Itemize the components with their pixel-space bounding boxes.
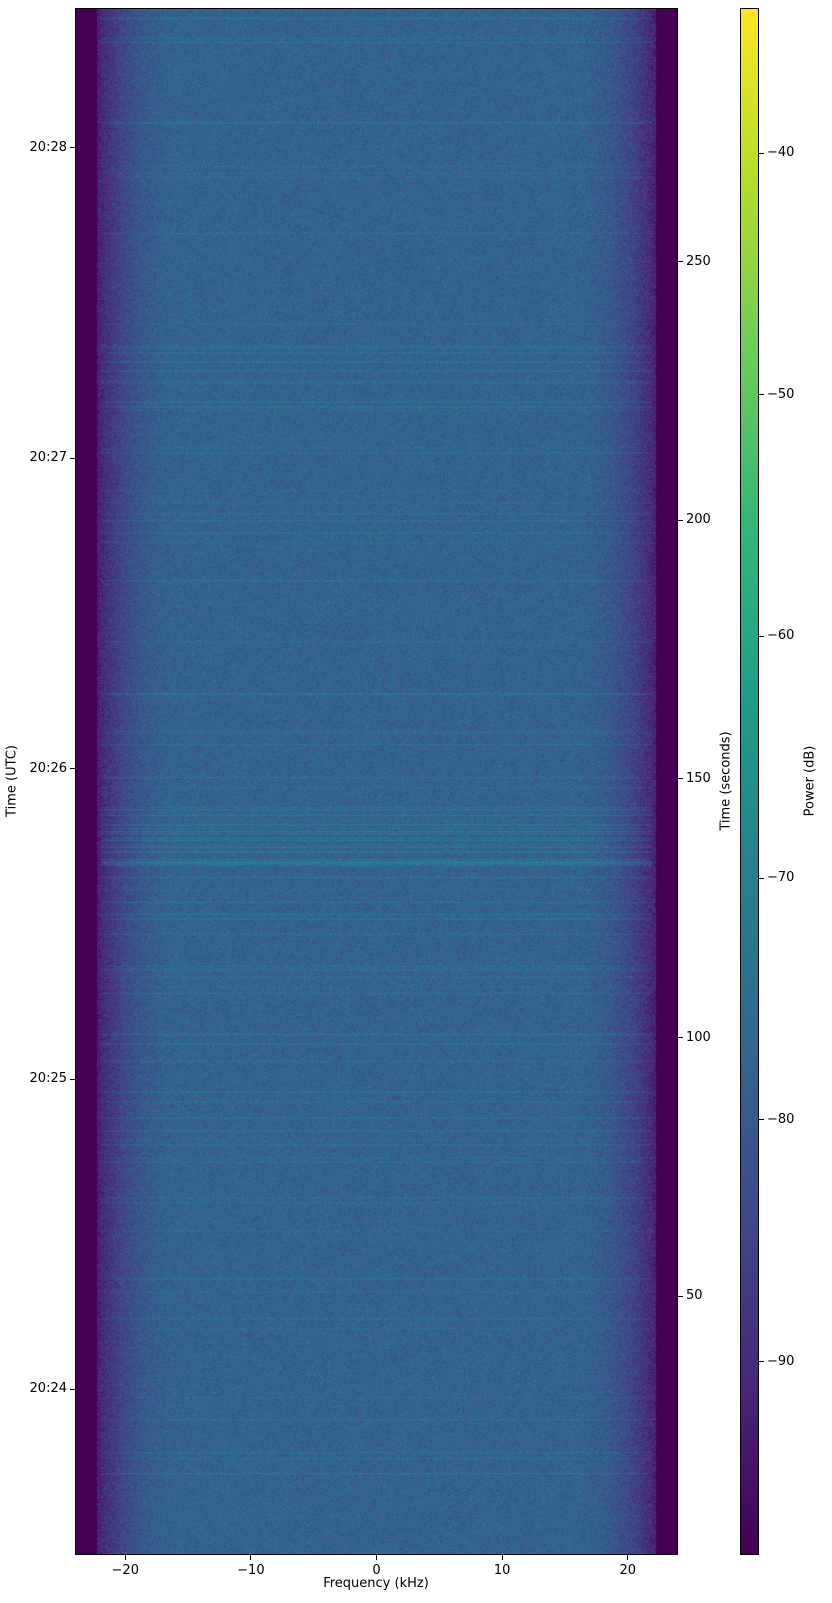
colorbar-tick-label: −90 (767, 1353, 795, 1369)
colorbar-tick-mark (759, 152, 764, 154)
y-left-tick-label: 20:25 (29, 1071, 67, 1086)
colorbar-tick-label: −40 (767, 145, 795, 161)
colorbar-tick-mark (759, 394, 764, 396)
x-tick-mark (376, 1555, 377, 1560)
colorbar-tick-label: −50 (767, 386, 795, 402)
colorbar-tick-mark (759, 1361, 764, 1363)
x-tick-label: −10 (237, 1563, 265, 1578)
spectrogram-image (75, 8, 678, 1555)
x-tick-mark (627, 1555, 629, 1560)
x-tick-label: −20 (111, 1563, 139, 1578)
colorbar-tick-mark (759, 635, 764, 637)
x-axis-label: Frequency (kHz) (323, 1576, 429, 1591)
y-left-tick-label: 20:28 (29, 139, 67, 155)
x-tick-mark (124, 1555, 126, 1560)
x-tick-label: 0 (372, 1563, 381, 1578)
colorbar-tick-label: −70 (767, 870, 795, 886)
y-axis-right-label: Time (seconds) (718, 731, 734, 831)
y-right-tick-mark (678, 261, 683, 263)
x-tick-mark (250, 1555, 252, 1560)
x-tick-label: 10 (493, 1563, 511, 1578)
y-left-tick-label: 20:27 (29, 450, 67, 466)
y-right-tick-label: 250 (686, 253, 711, 269)
colorbar-tick-mark (759, 1119, 764, 1121)
colorbar-tick-mark (759, 877, 764, 879)
y-right-tick-label: 200 (686, 512, 711, 528)
y-right-tick-label: 50 (686, 1288, 703, 1304)
x-tick-mark (501, 1555, 503, 1560)
colorbar-tick-label: −60 (767, 628, 795, 644)
y-right-tick-mark (678, 519, 683, 521)
colorbar-label: Power (dB) (802, 745, 818, 817)
y-right-tick-mark (678, 1037, 683, 1039)
y-left-tick-mark (70, 147, 75, 149)
y-right-tick-label: 100 (686, 1029, 711, 1045)
y-left-tick-mark (70, 1078, 75, 1080)
y-left-tick-mark (70, 1388, 75, 1390)
y-left-tick-label: 20:24 (29, 1381, 67, 1397)
y-axis-left-label: Time (UTC) (4, 745, 20, 817)
colorbar (740, 8, 759, 1555)
y-left-tick-mark (70, 457, 75, 459)
y-right-tick-label: 150 (686, 770, 711, 786)
y-right-tick-mark (678, 778, 683, 780)
y-left-tick-mark (70, 768, 75, 770)
y-right-tick-mark (678, 1295, 683, 1297)
colorbar-tick-label: −80 (767, 1111, 795, 1127)
x-tick-label: 20 (619, 1563, 637, 1578)
y-left-tick-label: 20:26 (29, 760, 67, 776)
